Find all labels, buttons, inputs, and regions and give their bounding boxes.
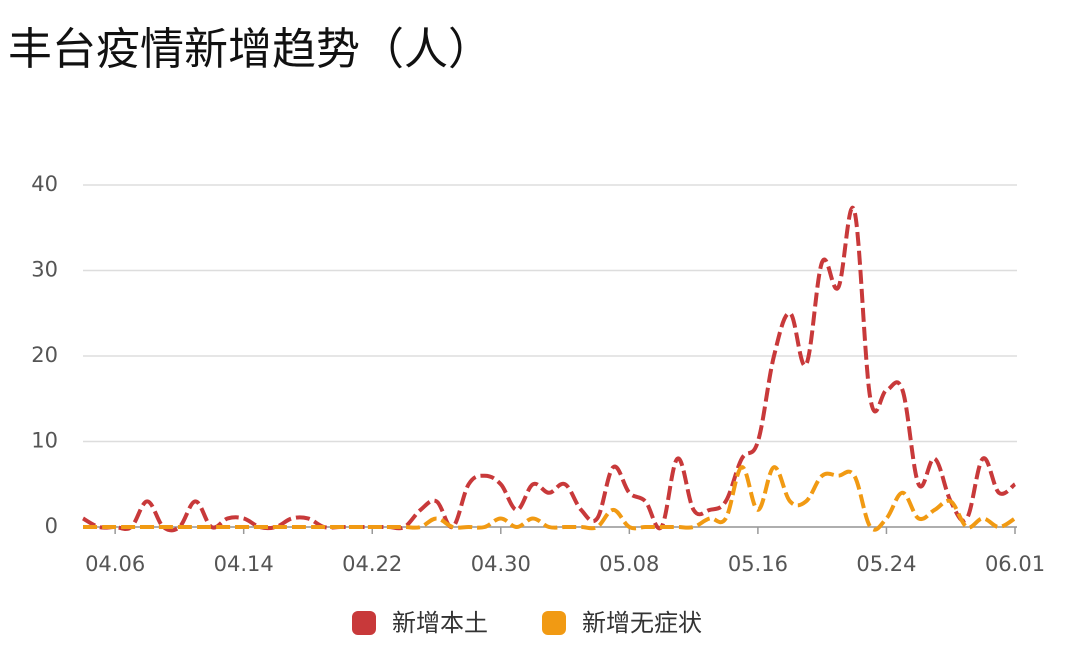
legend-label: 新增无症状 bbox=[582, 609, 702, 637]
legend-swatch bbox=[542, 611, 566, 635]
x-tick-label: 05.24 bbox=[856, 552, 916, 576]
legend-label: 新增本土 bbox=[392, 609, 488, 637]
x-tick-label: 04.06 bbox=[85, 552, 145, 576]
x-tick-label: 04.30 bbox=[471, 552, 531, 576]
x-tick-label: 05.16 bbox=[728, 552, 788, 576]
x-tick-label: 05.08 bbox=[599, 552, 659, 576]
x-tick-label: 06.01 bbox=[985, 552, 1045, 576]
y-tick-label: 10 bbox=[31, 429, 58, 453]
y-tick-label: 40 bbox=[31, 172, 58, 196]
x-tick-label: 04.14 bbox=[214, 552, 274, 576]
chart-title: 丰台疫情新增趋势（人） bbox=[8, 24, 492, 75]
y-tick-label: 30 bbox=[31, 258, 58, 282]
series-line bbox=[82, 205, 1017, 533]
y-tick-label: 20 bbox=[31, 343, 58, 367]
y-tick-label: 0 bbox=[45, 514, 58, 538]
legend-swatch bbox=[352, 611, 376, 635]
x-tick-label: 04.22 bbox=[342, 552, 402, 576]
series-line bbox=[83, 465, 1017, 532]
